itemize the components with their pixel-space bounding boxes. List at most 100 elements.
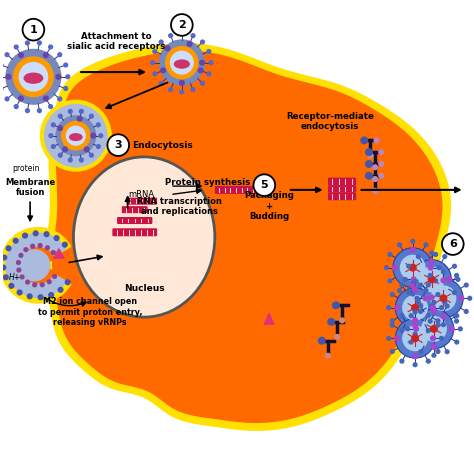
Circle shape (77, 116, 82, 121)
Text: Nucleus: Nucleus (124, 284, 164, 293)
Circle shape (340, 318, 345, 323)
Circle shape (38, 244, 42, 247)
Circle shape (171, 51, 193, 74)
Text: Receptor-mediate
endocytosis: Receptor-mediate endocytosis (286, 112, 374, 131)
Circle shape (436, 319, 440, 323)
Circle shape (429, 295, 434, 300)
Circle shape (403, 295, 428, 320)
Circle shape (42, 102, 110, 170)
Circle shape (5, 53, 9, 56)
Circle shape (17, 261, 20, 264)
Circle shape (431, 326, 437, 332)
Circle shape (169, 34, 173, 37)
Circle shape (417, 255, 420, 258)
Circle shape (410, 264, 416, 271)
FancyBboxPatch shape (328, 193, 356, 200)
Circle shape (430, 251, 434, 255)
Circle shape (66, 126, 85, 145)
Circle shape (427, 314, 430, 318)
Circle shape (153, 72, 157, 76)
Circle shape (153, 50, 157, 54)
Circle shape (333, 302, 339, 309)
Circle shape (14, 45, 18, 49)
Circle shape (407, 291, 410, 294)
Circle shape (319, 337, 325, 344)
Circle shape (413, 323, 418, 328)
Circle shape (413, 332, 417, 336)
Circle shape (171, 14, 192, 36)
Circle shape (47, 280, 51, 283)
Circle shape (3, 275, 8, 280)
Circle shape (96, 145, 100, 148)
Circle shape (411, 239, 415, 243)
Text: Endocytosis: Endocytosis (133, 141, 193, 150)
Circle shape (424, 289, 428, 292)
Circle shape (68, 158, 72, 162)
Circle shape (459, 296, 464, 301)
Circle shape (19, 63, 47, 91)
Circle shape (407, 264, 410, 268)
Circle shape (40, 283, 44, 287)
Circle shape (456, 277, 460, 281)
Circle shape (44, 53, 48, 57)
Circle shape (1, 265, 6, 270)
Circle shape (365, 173, 372, 179)
Circle shape (169, 88, 173, 91)
Circle shape (13, 238, 18, 243)
Circle shape (434, 253, 438, 256)
Circle shape (365, 149, 372, 155)
Text: Attachment to
sialic acid receptors: Attachment to sialic acid receptors (67, 32, 165, 51)
Circle shape (33, 231, 38, 236)
Circle shape (62, 121, 90, 150)
Circle shape (391, 292, 394, 296)
Circle shape (427, 359, 430, 363)
Text: Membrane
fusion: Membrane fusion (5, 178, 55, 197)
Circle shape (395, 305, 400, 310)
Circle shape (108, 134, 129, 156)
Circle shape (198, 68, 203, 73)
Circle shape (422, 317, 446, 341)
Circle shape (0, 75, 1, 79)
Wedge shape (19, 250, 50, 281)
Circle shape (49, 292, 54, 297)
Circle shape (51, 145, 55, 148)
Circle shape (432, 309, 436, 313)
Circle shape (388, 253, 392, 256)
Circle shape (412, 335, 419, 342)
Circle shape (24, 248, 28, 252)
Wedge shape (6, 233, 66, 297)
Circle shape (54, 236, 59, 240)
Circle shape (33, 283, 36, 287)
Circle shape (68, 109, 72, 113)
Circle shape (428, 319, 432, 323)
Circle shape (326, 354, 330, 358)
Circle shape (23, 233, 27, 238)
Text: RNA transcription
and replications: RNA transcription and replications (137, 197, 222, 216)
Polygon shape (54, 249, 64, 258)
FancyBboxPatch shape (127, 198, 156, 204)
Circle shape (436, 350, 440, 354)
Circle shape (423, 296, 428, 301)
Circle shape (392, 265, 397, 270)
Circle shape (411, 292, 415, 296)
Circle shape (400, 359, 404, 363)
Circle shape (428, 276, 435, 283)
Circle shape (254, 174, 275, 196)
Circle shape (14, 57, 53, 97)
Circle shape (58, 153, 62, 157)
Circle shape (436, 292, 440, 296)
Circle shape (6, 49, 61, 104)
Circle shape (419, 310, 422, 313)
Circle shape (58, 53, 62, 56)
Circle shape (413, 354, 418, 358)
Circle shape (391, 319, 394, 323)
Circle shape (63, 242, 67, 247)
Circle shape (465, 310, 468, 313)
Circle shape (400, 283, 404, 287)
Circle shape (38, 295, 43, 300)
Circle shape (419, 350, 423, 354)
Circle shape (6, 74, 11, 79)
Circle shape (403, 326, 428, 351)
Circle shape (207, 50, 211, 54)
Circle shape (413, 279, 417, 283)
